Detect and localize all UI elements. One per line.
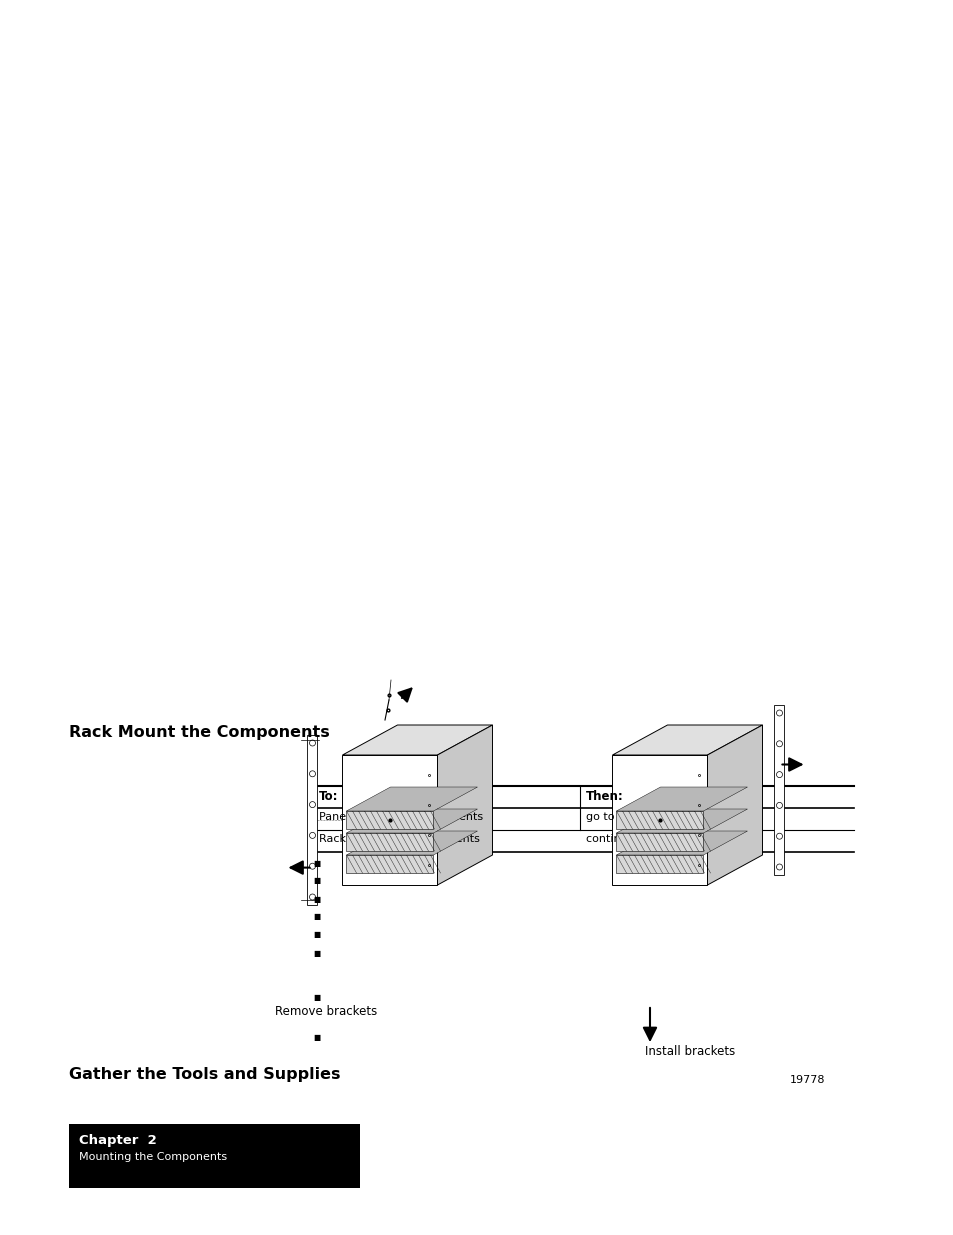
Polygon shape [612,725,761,755]
Polygon shape [616,809,747,832]
Bar [307,735,317,905]
Text: go to page: go to page [585,811,649,823]
Text: Panel mount the components: Panel mount the components [318,811,482,823]
Text: ■: ■ [313,894,320,904]
Text: 19778: 19778 [789,1074,824,1086]
Polygon shape [346,787,477,811]
Text: ■: ■ [313,948,320,958]
Text: ■: ■ [313,930,320,940]
Polygon shape [616,811,702,829]
Polygon shape [616,855,702,873]
Polygon shape [346,809,477,832]
Polygon shape [346,855,433,873]
Text: 2-5: 2-5 [637,811,655,823]
Polygon shape [707,725,761,885]
Text: Install brackets: Install brackets [644,1045,735,1058]
Polygon shape [346,832,433,851]
Polygon shape [437,725,492,885]
Text: ■: ■ [313,993,320,1003]
Bar [69,1124,359,1188]
Polygon shape [346,811,433,829]
Polygon shape [346,831,477,855]
Text: Gather the Tools and Supplies: Gather the Tools and Supplies [69,1067,340,1082]
Text: continue reading.: continue reading. [585,834,683,844]
Polygon shape [616,832,702,851]
Polygon shape [342,755,437,885]
Text: To:: To: [318,790,338,803]
Polygon shape [342,725,492,755]
Text: .: . [655,811,658,823]
Polygon shape [612,755,707,885]
Text: Rack Mount the Components: Rack Mount the Components [69,725,329,740]
Text: Chapter  2: Chapter 2 [78,1134,156,1147]
Text: Remove brackets: Remove brackets [274,1005,376,1018]
Text: ■: ■ [313,911,320,921]
Text: Then:: Then: [585,790,623,803]
Text: Mounting the Components: Mounting the Components [78,1152,227,1162]
Text: Rack mount the components: Rack mount the components [318,834,479,844]
Bar [774,705,783,876]
Text: ■: ■ [313,1032,320,1042]
Text: ■: ■ [313,858,320,868]
Polygon shape [616,831,747,855]
Polygon shape [616,787,747,811]
Text: ■: ■ [313,876,320,885]
